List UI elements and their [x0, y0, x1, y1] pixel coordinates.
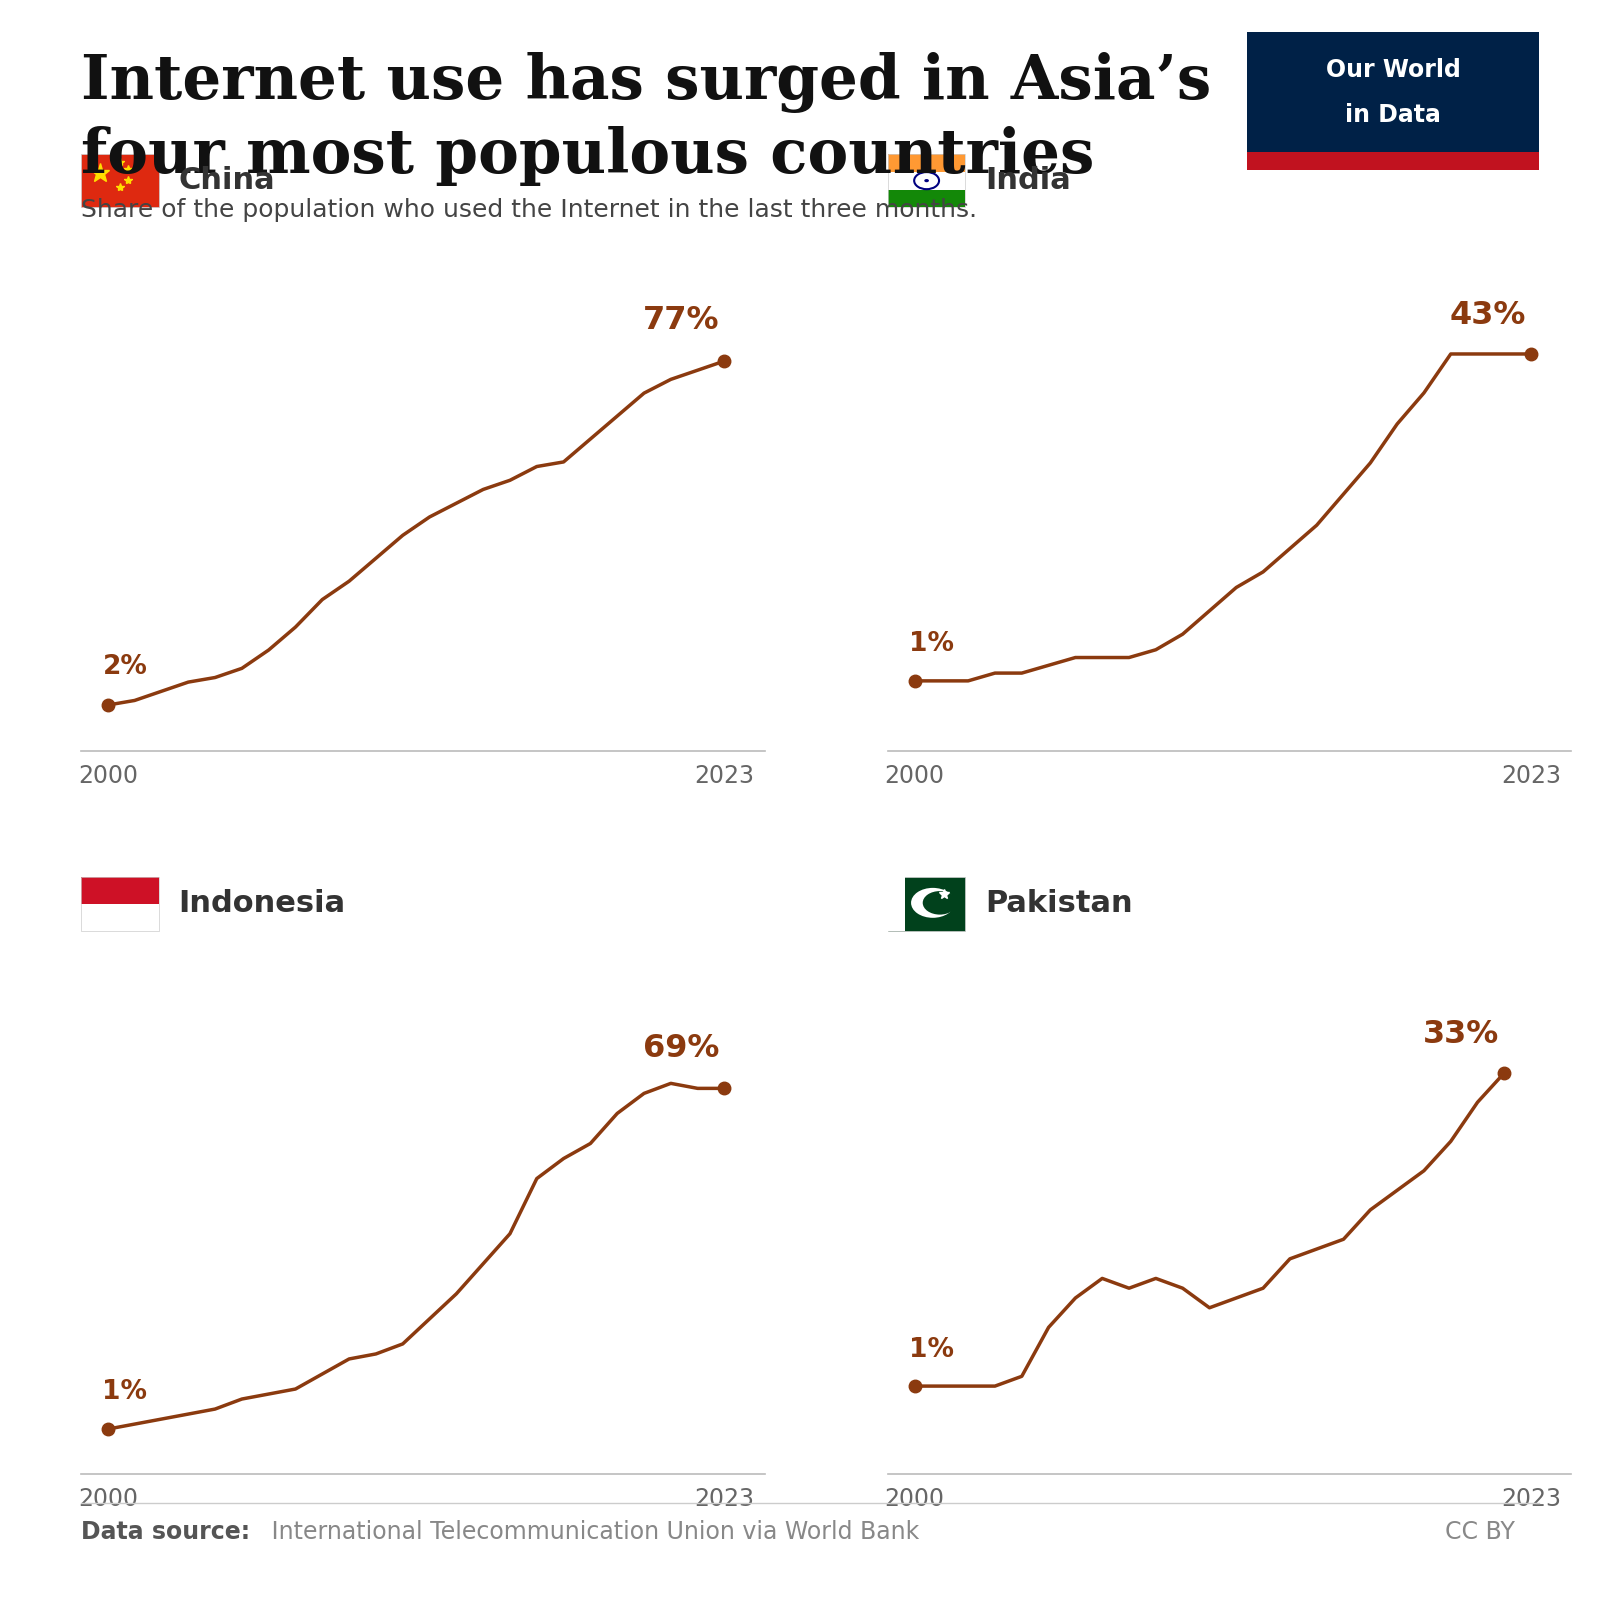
Text: four most populous countries: four most populous countries	[81, 126, 1095, 186]
Circle shape	[925, 180, 928, 181]
Text: Our World: Our World	[1325, 58, 1461, 81]
Text: 33%: 33%	[1422, 1019, 1498, 1050]
Circle shape	[910, 888, 954, 919]
Text: in Data: in Data	[1345, 104, 1442, 126]
FancyBboxPatch shape	[81, 904, 159, 930]
FancyBboxPatch shape	[888, 876, 906, 930]
FancyBboxPatch shape	[81, 876, 159, 904]
Text: Pakistan: Pakistan	[985, 889, 1132, 919]
Text: Internet use has surged in Asia’s: Internet use has surged in Asia’s	[81, 52, 1212, 113]
FancyBboxPatch shape	[888, 190, 966, 207]
Text: Share of the population who used the Internet in the last three months.: Share of the population who used the Int…	[81, 198, 977, 222]
FancyBboxPatch shape	[1247, 152, 1539, 170]
FancyBboxPatch shape	[1247, 32, 1539, 170]
Text: International Telecommunication Union via World Bank: International Telecommunication Union vi…	[264, 1520, 919, 1544]
FancyBboxPatch shape	[888, 876, 966, 930]
Text: India: India	[985, 167, 1071, 194]
Text: 43%: 43%	[1450, 300, 1526, 330]
Text: Indonesia: Indonesia	[178, 889, 345, 919]
Text: 77%: 77%	[643, 305, 719, 337]
FancyBboxPatch shape	[888, 172, 966, 190]
Text: Data source:: Data source:	[81, 1520, 249, 1544]
Text: 1%: 1%	[909, 632, 954, 658]
Text: CC BY: CC BY	[1445, 1520, 1515, 1544]
Text: China: China	[178, 167, 275, 194]
Circle shape	[923, 891, 957, 915]
Text: 1%: 1%	[102, 1379, 147, 1405]
Text: 1%: 1%	[909, 1338, 954, 1364]
FancyBboxPatch shape	[888, 154, 966, 172]
Text: 69%: 69%	[643, 1034, 719, 1064]
FancyBboxPatch shape	[81, 154, 159, 207]
Text: 2%: 2%	[102, 654, 147, 680]
